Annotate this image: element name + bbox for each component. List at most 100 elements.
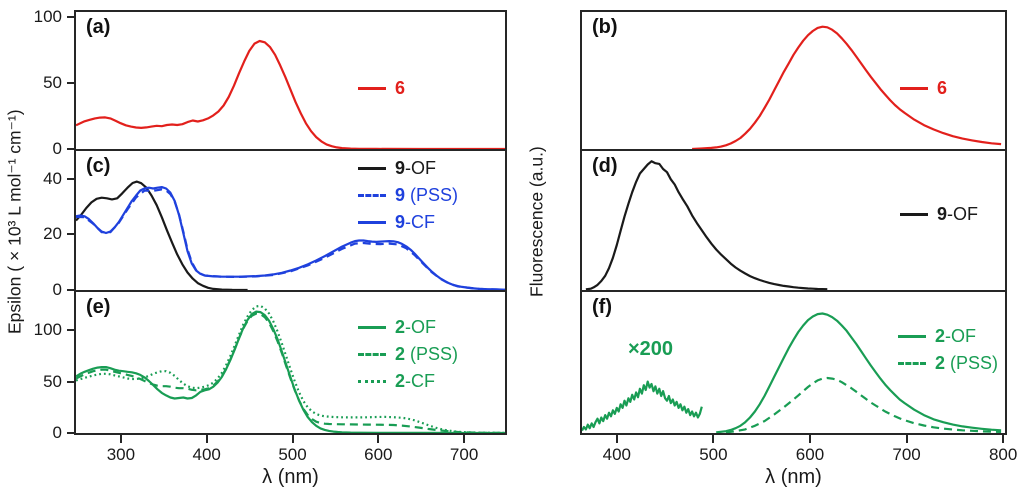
legend-num: 2 xyxy=(395,344,406,364)
legend-num: 9 xyxy=(395,158,406,178)
panel-c-label: (c) xyxy=(86,155,111,177)
ytick-mark xyxy=(67,177,74,180)
left-x-axis-title: λ (nm) xyxy=(262,466,319,488)
panel-f-label: (f) xyxy=(592,296,612,318)
ytick-mark xyxy=(67,329,74,332)
panel-a-label: (a) xyxy=(86,16,111,38)
series-9-OF xyxy=(585,160,828,290)
legend-line-swatch xyxy=(358,87,386,90)
series-9-CF xyxy=(76,186,505,290)
legend-line-swatch xyxy=(900,87,928,90)
legend-line-swatch xyxy=(358,221,386,224)
legend-item: 2 (PSS) xyxy=(898,350,998,377)
legend-item: 2-CF xyxy=(358,368,458,395)
series-2-CF xyxy=(76,304,505,433)
legend-num: 6 xyxy=(395,78,406,98)
legend-line-swatch xyxy=(358,380,386,383)
scale-annotation: ×200 xyxy=(628,338,674,360)
xtick-mark xyxy=(905,435,908,443)
legend-suffix: -OF xyxy=(405,158,437,178)
panel-c-legend: 9-OF 9 (PSS) 9-CF xyxy=(358,155,458,236)
series-2-OF xyxy=(716,312,1002,433)
panel-c: (c) 9-OF 9 (PSS) 9-CF 0 20 40 xyxy=(43,151,505,299)
panel-c-curves xyxy=(76,180,505,290)
panel-b-curves xyxy=(692,25,1002,149)
ytick-mark xyxy=(67,148,74,150)
panel-e-curves xyxy=(76,304,505,433)
ytick-label: 40 xyxy=(43,168,62,188)
ytick-label: 0 xyxy=(52,423,62,442)
xtick-label: 500 xyxy=(278,445,307,464)
ytick-mark xyxy=(67,289,74,291)
xtick-mark xyxy=(463,435,466,443)
legend-item: 6 xyxy=(900,75,947,102)
legend-item: 9-CF xyxy=(358,209,458,236)
xtick-mark xyxy=(1002,435,1005,443)
legend-item: 2-OF xyxy=(898,323,998,350)
legend-num: 9 xyxy=(395,212,406,232)
legend-item: 9-OF xyxy=(900,201,978,228)
legend-item: 9 (PSS) xyxy=(358,182,458,209)
panel-b-legend: 6 xyxy=(900,75,947,102)
xtick-label: 700 xyxy=(449,445,479,464)
xtick-mark xyxy=(205,435,208,443)
legend-suffix: -CF xyxy=(405,212,436,232)
panel-f: (f) ×200 2-OF 2 (PSS) xyxy=(582,292,1005,433)
ytick-label: 100 xyxy=(33,7,62,27)
legend-line-swatch xyxy=(358,326,386,329)
xtick-label: 300 xyxy=(106,445,136,464)
xtick-label: 800 xyxy=(988,445,1018,464)
xtick-mark xyxy=(712,435,715,443)
legend-num: 2 xyxy=(935,326,946,346)
ytick-label: 0 xyxy=(52,139,62,158)
absorption-column: (a) 6 0 50 100 (c) 9-OF 9 (PSS) 9-CF xyxy=(34,7,507,464)
xtick-label: 500 xyxy=(699,445,728,464)
legend-item: 2-OF xyxy=(358,314,458,341)
panel-d-label: (d) xyxy=(592,155,618,177)
legend-num: 6 xyxy=(937,78,948,98)
xtick-label: 400 xyxy=(602,445,632,464)
legend-num: 2 xyxy=(395,317,406,337)
ytick-label: 20 xyxy=(43,224,62,244)
panel-d: (d) 9-OF xyxy=(582,151,1005,292)
ytick-mark xyxy=(67,16,74,19)
legend-line-swatch xyxy=(900,213,928,216)
series-2 (PSS) xyxy=(76,312,505,433)
fluorescence-column: (b) 6 (d) 9-OF (f) ×200 2-OF xyxy=(580,10,1017,464)
ytick-mark xyxy=(67,380,74,383)
legend-suffix: (PSS) xyxy=(405,185,459,205)
panel-d-legend: 9-OF xyxy=(900,201,978,228)
series-6 xyxy=(76,39,505,149)
xtick-label: 600 xyxy=(364,445,393,464)
ytick-mark xyxy=(67,432,74,434)
panel-d-curves xyxy=(585,160,828,290)
ytick-mark xyxy=(67,82,74,85)
legend-suffix: -OF xyxy=(945,326,977,346)
xtick-mark xyxy=(615,435,618,443)
legend-item: 2 (PSS) xyxy=(358,341,458,368)
legend-suffix: -OF xyxy=(405,317,437,337)
xtick-label: 600 xyxy=(795,445,825,464)
panel-f-curves xyxy=(582,312,1002,433)
xtick-mark xyxy=(377,435,380,443)
legend-num: 9 xyxy=(937,204,948,224)
panel-a: (a) 6 0 50 100 xyxy=(34,7,505,158)
series-2 (PSS) xyxy=(725,376,1002,433)
legend-suffix: (PSS) xyxy=(405,344,459,364)
ytick-label: 100 xyxy=(33,320,62,340)
legend-line-swatch xyxy=(358,194,386,197)
xtick-mark xyxy=(808,435,811,443)
panel-e-legend: 2-OF 2 (PSS) 2-CF xyxy=(358,314,458,395)
legend-suffix: -CF xyxy=(405,371,436,391)
panel-b-label: (b) xyxy=(592,16,618,38)
ytick-label: 50 xyxy=(43,371,62,391)
panel-a-curves xyxy=(76,39,505,149)
ytick-label: 0 xyxy=(52,280,62,299)
panel-e: (e) 2-OF 2 (PSS) 2-CF 0 50 100 xyxy=(34,292,505,442)
ytick-mark xyxy=(67,233,74,236)
legend-num: 2 xyxy=(395,371,406,391)
panel-b: (b) 6 xyxy=(582,12,1005,151)
panel-e-label: (e) xyxy=(86,296,111,318)
legend-line-swatch xyxy=(358,353,386,356)
